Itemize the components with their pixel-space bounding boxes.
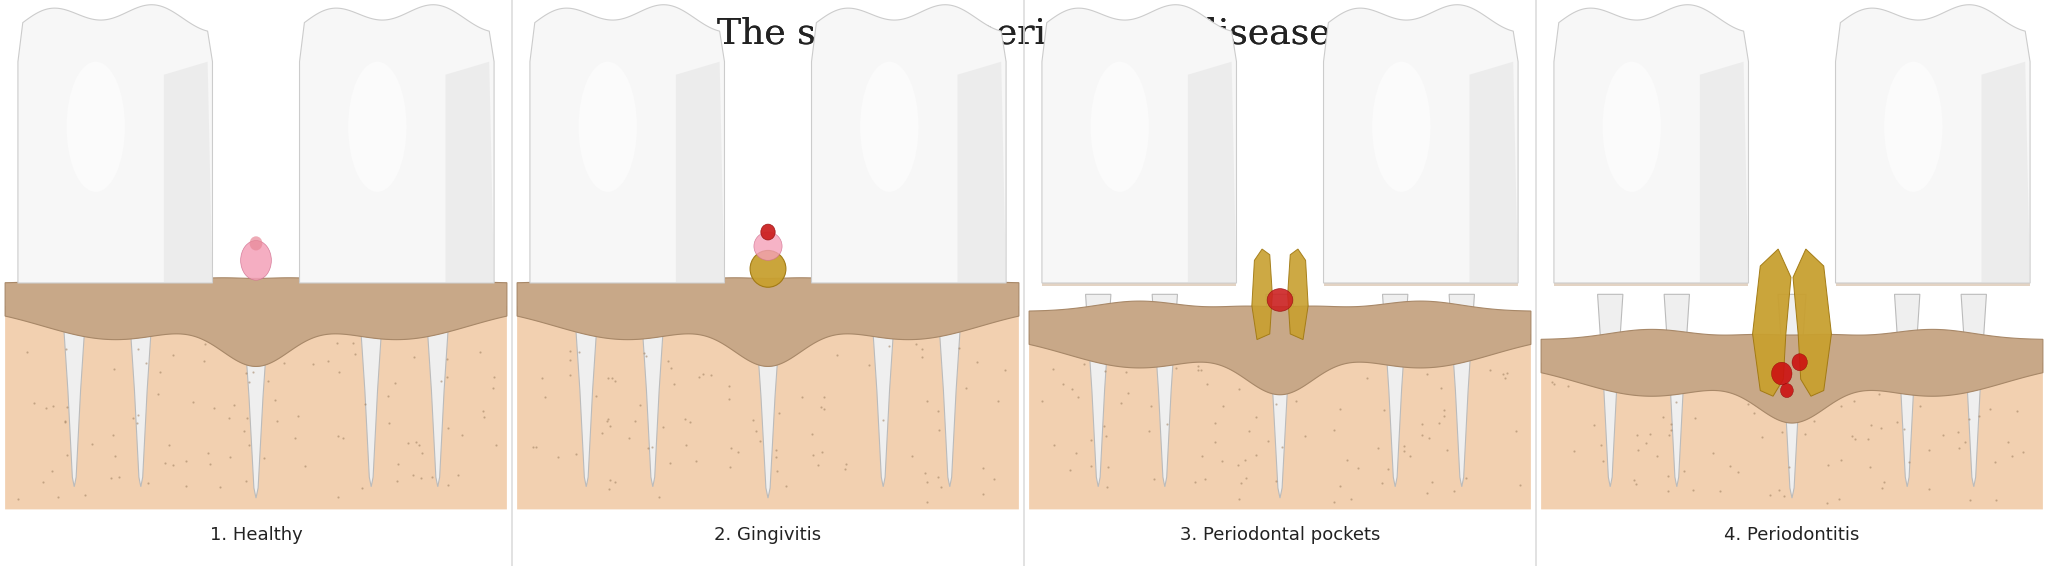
Polygon shape bbox=[61, 294, 86, 487]
Ellipse shape bbox=[860, 62, 918, 192]
Ellipse shape bbox=[750, 250, 786, 287]
Polygon shape bbox=[358, 294, 383, 487]
Ellipse shape bbox=[1780, 384, 1794, 397]
Polygon shape bbox=[1028, 301, 1532, 395]
Polygon shape bbox=[1153, 294, 1178, 487]
Polygon shape bbox=[4, 273, 508, 366]
Polygon shape bbox=[4, 316, 508, 509]
Ellipse shape bbox=[1792, 354, 1808, 371]
Bar bbox=[1554, 263, 1749, 286]
Bar bbox=[512, 0, 1024, 566]
Polygon shape bbox=[1982, 62, 2030, 283]
Polygon shape bbox=[1251, 249, 1272, 340]
Polygon shape bbox=[811, 5, 1006, 283]
Polygon shape bbox=[164, 62, 213, 283]
Text: 2. Gingivitis: 2. Gingivitis bbox=[715, 526, 821, 544]
Polygon shape bbox=[1450, 294, 1475, 487]
Polygon shape bbox=[641, 294, 666, 487]
Polygon shape bbox=[870, 294, 895, 487]
Bar bbox=[1024, 0, 1536, 566]
Polygon shape bbox=[1470, 62, 1518, 283]
Polygon shape bbox=[1554, 5, 1749, 283]
Polygon shape bbox=[1188, 62, 1237, 283]
Polygon shape bbox=[446, 62, 494, 283]
Polygon shape bbox=[1288, 249, 1309, 340]
Bar bbox=[811, 263, 1006, 286]
Polygon shape bbox=[4, 306, 508, 366]
Bar bbox=[299, 263, 494, 286]
Bar bbox=[1323, 263, 1518, 286]
Ellipse shape bbox=[1372, 62, 1430, 192]
Polygon shape bbox=[516, 306, 1020, 366]
Polygon shape bbox=[1028, 334, 1532, 395]
Polygon shape bbox=[1382, 294, 1407, 487]
Text: 4. Periodontitis: 4. Periodontitis bbox=[1724, 526, 1860, 544]
Ellipse shape bbox=[1884, 62, 1942, 192]
Polygon shape bbox=[1835, 5, 2030, 283]
Ellipse shape bbox=[250, 236, 262, 250]
Polygon shape bbox=[516, 316, 1020, 509]
Text: 1. Healthy: 1. Healthy bbox=[209, 526, 303, 544]
Polygon shape bbox=[1323, 5, 1518, 283]
Ellipse shape bbox=[348, 62, 406, 192]
Bar bbox=[1042, 263, 1237, 286]
Text: 3. Periodontal pockets: 3. Periodontal pockets bbox=[1180, 526, 1380, 544]
Polygon shape bbox=[1794, 249, 1831, 396]
Ellipse shape bbox=[1092, 62, 1149, 192]
Polygon shape bbox=[573, 294, 598, 487]
Polygon shape bbox=[1085, 294, 1110, 487]
Ellipse shape bbox=[242, 241, 270, 280]
Polygon shape bbox=[1597, 294, 1622, 487]
Polygon shape bbox=[1894, 294, 1919, 487]
Ellipse shape bbox=[1268, 289, 1292, 311]
Polygon shape bbox=[1266, 294, 1294, 498]
Polygon shape bbox=[1028, 344, 1532, 509]
Polygon shape bbox=[426, 294, 451, 487]
Polygon shape bbox=[129, 294, 154, 487]
Bar bbox=[530, 263, 725, 286]
Polygon shape bbox=[676, 62, 725, 283]
Text: The stages of periodontal disease: The stages of periodontal disease bbox=[717, 17, 1331, 52]
Polygon shape bbox=[299, 5, 494, 283]
Text: The stages of periodontal disease: The stages of periodontal disease bbox=[717, 17, 1331, 52]
Ellipse shape bbox=[762, 224, 774, 240]
Polygon shape bbox=[956, 62, 1006, 283]
Polygon shape bbox=[516, 273, 1020, 366]
Bar bbox=[18, 263, 213, 286]
Polygon shape bbox=[1778, 294, 1806, 498]
Polygon shape bbox=[754, 294, 782, 498]
Polygon shape bbox=[18, 5, 213, 283]
Bar bbox=[1835, 263, 2030, 286]
Polygon shape bbox=[1700, 62, 1749, 283]
Polygon shape bbox=[242, 294, 270, 498]
Ellipse shape bbox=[578, 62, 637, 192]
Polygon shape bbox=[1665, 294, 1690, 487]
Polygon shape bbox=[1962, 294, 1987, 487]
Polygon shape bbox=[1540, 362, 2044, 423]
Polygon shape bbox=[530, 5, 725, 283]
Ellipse shape bbox=[754, 232, 782, 260]
Ellipse shape bbox=[66, 62, 125, 192]
Polygon shape bbox=[1540, 372, 2044, 509]
Ellipse shape bbox=[1772, 362, 1792, 385]
Bar bbox=[1536, 0, 2048, 566]
Polygon shape bbox=[1753, 249, 1790, 396]
Polygon shape bbox=[938, 294, 963, 487]
Polygon shape bbox=[1042, 5, 1237, 283]
Polygon shape bbox=[1540, 329, 2044, 423]
Ellipse shape bbox=[1604, 62, 1661, 192]
Bar bbox=[0, 0, 512, 566]
